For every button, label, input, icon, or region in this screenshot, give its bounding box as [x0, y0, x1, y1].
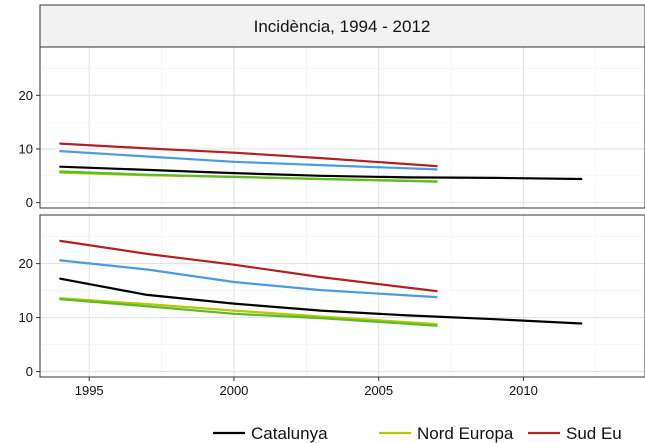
x-tick-label: 1995 — [75, 383, 104, 398]
panel-2: 0 10 20 — [19, 214, 645, 379]
y-tick-label: 20 — [19, 256, 33, 271]
legend: Catalunya Nord Europa Sud Eu — [213, 424, 622, 443]
legend-label-sud-eu: Sud Eu — [566, 424, 622, 443]
series-line-unlabeled-3 — [59, 150, 438, 171]
chart-title: Incidència, 1994 - 2012 — [254, 17, 431, 36]
panels: 0 10 20 0 10 20 — [19, 46, 645, 379]
y-tick-label: 10 — [19, 310, 33, 325]
x-tick-label: 2000 — [219, 383, 248, 398]
legend-label-nord-europa: Nord Europa — [417, 424, 514, 443]
series-line-unlabeled-4 — [59, 170, 438, 183]
series-line-nord-europa — [59, 297, 438, 326]
series-line-sud-europa — [59, 239, 438, 293]
series-line-catalunya — [59, 165, 583, 181]
strip-header — [39, 4, 645, 48]
panel-background — [40, 47, 645, 208]
series-line-unlabeled-3 — [59, 259, 438, 299]
y-tick-label: 0 — [26, 364, 33, 379]
x-tick-label: 2005 — [364, 383, 393, 398]
y-tick-label: 0 — [26, 195, 33, 210]
x-axis: 1995 2000 2005 2010 — [75, 377, 538, 398]
panel-1: 0 10 20 — [19, 46, 645, 210]
series-line-catalunya — [59, 277, 583, 325]
y-tick-label: 20 — [19, 88, 33, 103]
x-tick-label: 2010 — [509, 383, 538, 398]
y-tick-label: 10 — [19, 141, 33, 156]
series-line-unlabeled-4 — [59, 298, 438, 327]
panel-background — [40, 215, 645, 377]
series-line-sud-europa — [59, 142, 438, 168]
panel-border — [39, 214, 645, 378]
panel-border — [39, 46, 645, 209]
legend-label-catalunya: Catalunya — [251, 424, 328, 443]
